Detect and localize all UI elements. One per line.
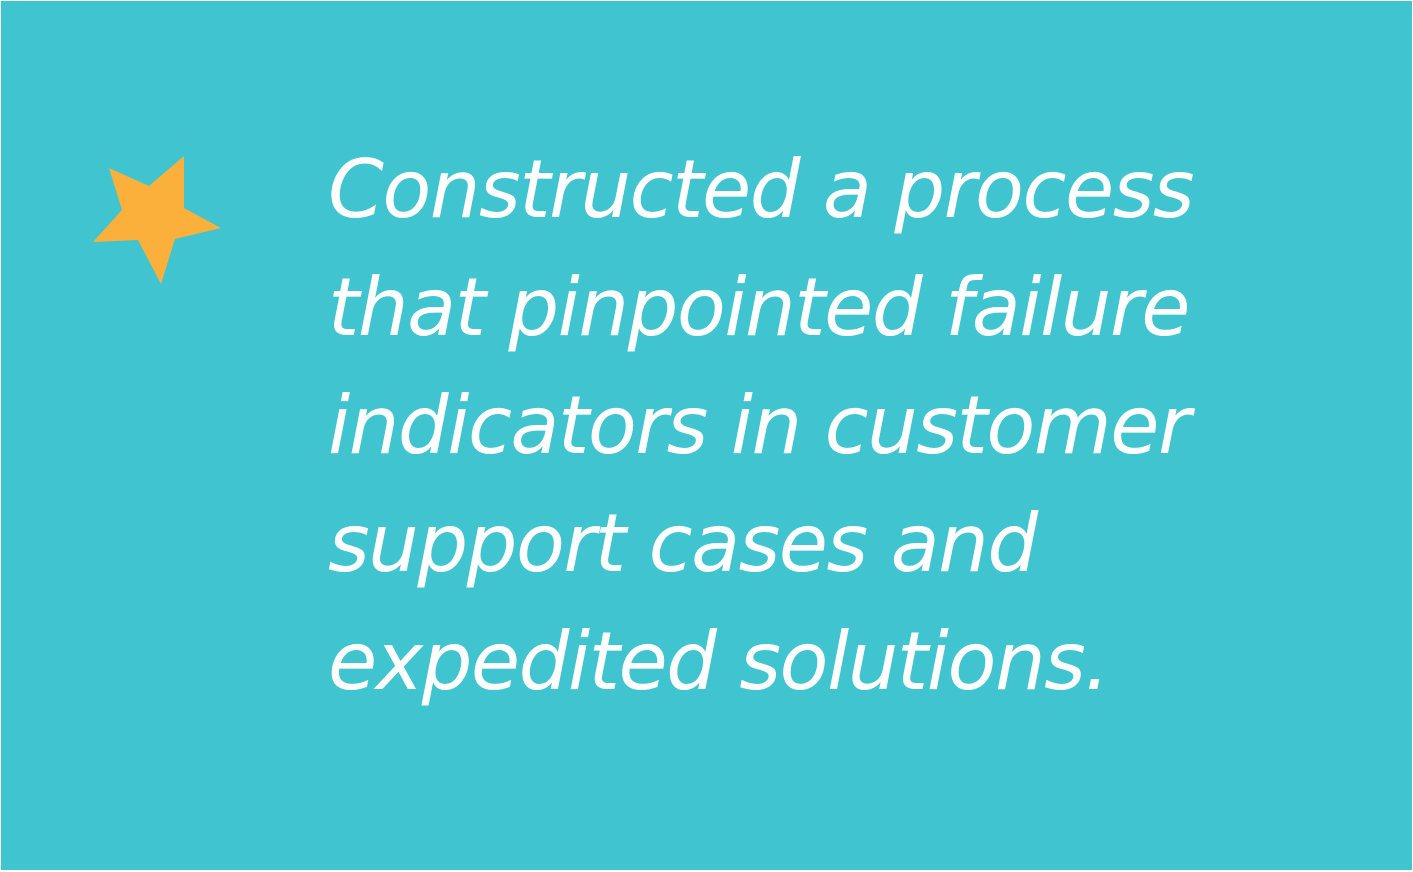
star-icon: [93, 156, 221, 284]
quote-line: expedited solutions.: [328, 615, 1110, 708]
quote-line: that pinpointed failure: [328, 261, 1191, 354]
quote-line: support cases and: [328, 497, 1038, 590]
quote-line: Constructed a process: [328, 143, 1195, 236]
quote-line: indicators in customer: [328, 379, 1191, 472]
quote-text: Constructed a process that pinpointed fa…: [328, 131, 1388, 721]
